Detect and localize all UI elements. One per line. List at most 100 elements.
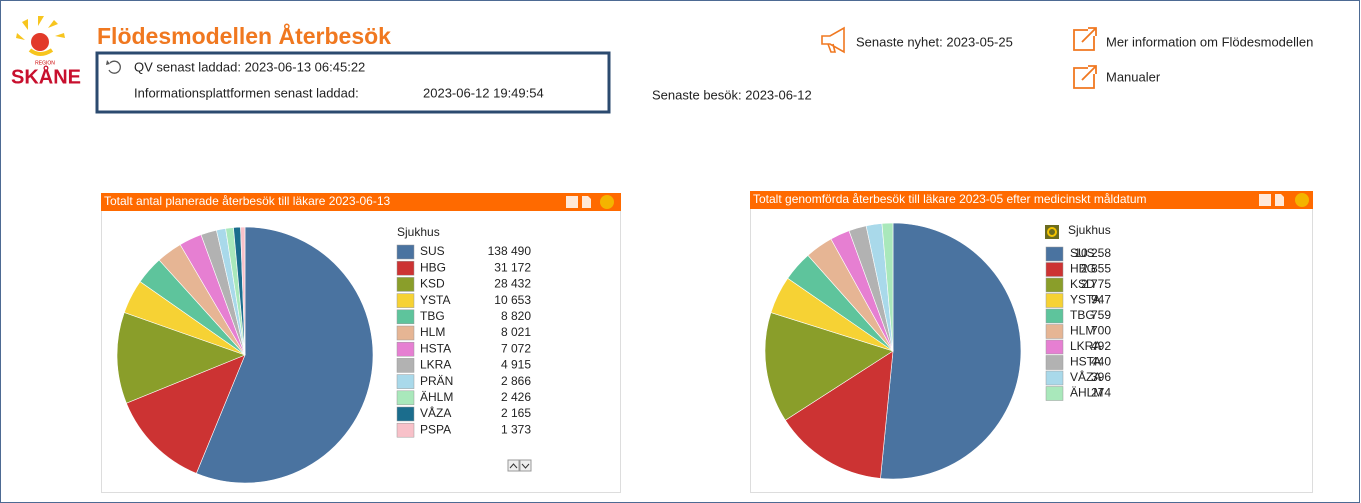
panel-tools[interactable] bbox=[566, 193, 1309, 209]
megaphone-icon bbox=[821, 26, 845, 54]
legend-label: VÅZA bbox=[1070, 369, 1101, 384]
legend-swatch bbox=[1045, 262, 1064, 277]
legend-value: 2 866 bbox=[501, 374, 531, 388]
legend-value: 1 373 bbox=[501, 422, 531, 436]
legend-label: SUS bbox=[420, 244, 445, 258]
link-icon[interactable] bbox=[1073, 65, 1097, 89]
legend-value: 947 bbox=[1091, 293, 1111, 307]
app-title: Flödesmodellen Återbesök bbox=[97, 22, 391, 49]
legend-label: TBG bbox=[1070, 308, 1095, 322]
legend-swatch bbox=[396, 422, 415, 438]
legend-swatch bbox=[1045, 246, 1064, 262]
legend-value: 396 bbox=[1091, 370, 1111, 384]
legend-title: Sjukhus bbox=[397, 225, 440, 239]
platform-date: 2023-06-12 19:49:54 bbox=[423, 85, 544, 100]
legend-swatch bbox=[1045, 355, 1064, 370]
legend-value: 8 820 bbox=[501, 309, 531, 323]
legend-value: 10 258 bbox=[1074, 246, 1111, 260]
legend-label: HBG bbox=[420, 260, 446, 274]
legend-swatch bbox=[1045, 277, 1064, 293]
chart-title: Totalt antal planerade återbesök till lä… bbox=[104, 194, 391, 208]
legend-value: 31 172 bbox=[494, 260, 531, 274]
legend-swatch bbox=[396, 309, 415, 325]
chart-title-bar bbox=[750, 191, 1313, 209]
legend-label: PRÄN bbox=[420, 374, 453, 388]
legend-label: HBG bbox=[1070, 262, 1096, 276]
more-info-link[interactable]: Mer information om Flödesmodellen bbox=[1106, 34, 1313, 49]
legend-swatch bbox=[396, 244, 415, 260]
legend-value: 2 165 bbox=[501, 406, 531, 420]
legend-swatch bbox=[396, 390, 415, 406]
legend-value: 8 021 bbox=[501, 325, 531, 339]
pie-slice bbox=[881, 222, 894, 352]
pie-slice bbox=[240, 226, 246, 356]
cycle-icon[interactable] bbox=[1045, 225, 1059, 239]
legend-swatch bbox=[1045, 324, 1064, 339]
legend-swatch bbox=[396, 374, 415, 389]
legend-value: 2 855 bbox=[1081, 262, 1111, 276]
legend-label: HLM bbox=[420, 325, 445, 339]
legend-swatch bbox=[1045, 293, 1064, 308]
pie-slice bbox=[764, 312, 894, 421]
legend-label: PSPA bbox=[420, 422, 451, 436]
legend-swatch bbox=[396, 358, 415, 373]
legend-label: ÄHLM bbox=[1070, 386, 1103, 400]
legend-value: 10 653 bbox=[494, 293, 531, 307]
legend-swatch bbox=[1045, 386, 1064, 401]
legend-label: YSTA bbox=[1070, 293, 1100, 307]
legend-label: LKRA bbox=[1070, 339, 1101, 353]
legend-value: 28 432 bbox=[494, 277, 531, 291]
logo: REGION SKÅNE bbox=[11, 16, 81, 88]
logo-text: SKÅNE bbox=[11, 64, 81, 88]
chart-title-bar bbox=[101, 193, 621, 211]
legend-label: HSTA bbox=[1070, 355, 1101, 369]
legend-value: 2 426 bbox=[501, 390, 531, 404]
legend-value: 492 bbox=[1091, 339, 1111, 353]
legend-label: SUS bbox=[1070, 246, 1095, 260]
legend-value: 138 490 bbox=[488, 244, 532, 258]
chart-title: Totalt genomförda återbesök till läkare … bbox=[753, 192, 1147, 206]
legend-label: KSD bbox=[420, 277, 445, 291]
legend-value: 4 915 bbox=[501, 358, 531, 372]
legend-title: Sjukhus bbox=[1068, 223, 1111, 237]
legend-swatch bbox=[396, 406, 415, 422]
pie-slice bbox=[126, 354, 246, 474]
legend-swatch bbox=[396, 293, 415, 308]
legend-value: 7 072 bbox=[501, 341, 531, 355]
legend-label: HLM bbox=[1070, 324, 1095, 338]
pie-slice bbox=[195, 226, 374, 484]
logo-small: REGION bbox=[35, 60, 55, 66]
legend-value: 274 bbox=[1091, 386, 1111, 400]
pie-slice bbox=[116, 312, 246, 404]
legend-swatch bbox=[1045, 339, 1064, 355]
manuals-link[interactable]: Manualer bbox=[1106, 69, 1161, 84]
platform-label: Informationsplattformen senast laddad: bbox=[134, 85, 359, 100]
legend-swatch bbox=[1045, 308, 1064, 324]
legend-value: 2 775 bbox=[1081, 277, 1111, 291]
refresh-icon[interactable] bbox=[106, 60, 121, 74]
legend-swatch bbox=[1045, 370, 1064, 386]
legend-swatch bbox=[396, 341, 415, 357]
legend-label: YSTA bbox=[420, 293, 450, 307]
qv-loaded: QV senast laddad: 2023-06-13 06:45:22 bbox=[134, 59, 365, 74]
pie-slice bbox=[784, 350, 894, 479]
pie-slice bbox=[880, 222, 1022, 480]
legend-value: 700 bbox=[1091, 324, 1111, 338]
last-visit: Senaste besök: 2023-06-12 bbox=[652, 87, 812, 102]
legend-scroll-buttons[interactable] bbox=[507, 459, 532, 472]
legend-value: 440 bbox=[1091, 355, 1111, 369]
legend-value: 759 bbox=[1091, 308, 1111, 322]
legend-label: HSTA bbox=[420, 341, 451, 355]
link-icon[interactable] bbox=[1073, 27, 1097, 51]
legend-label: KSD bbox=[1070, 277, 1095, 291]
load-info-box bbox=[95, 51, 611, 114]
legend-label: LKRA bbox=[420, 358, 451, 372]
legend-label: TBG bbox=[420, 309, 445, 323]
news[interactable]: Senaste nyhet: 2023-05-25 bbox=[856, 34, 1013, 49]
legend-swatch bbox=[396, 260, 415, 276]
legend-label: ÄHLM bbox=[420, 390, 453, 404]
legend-label: VÅZA bbox=[420, 405, 451, 420]
legend-swatch bbox=[396, 325, 415, 341]
legend-swatch bbox=[396, 277, 415, 292]
